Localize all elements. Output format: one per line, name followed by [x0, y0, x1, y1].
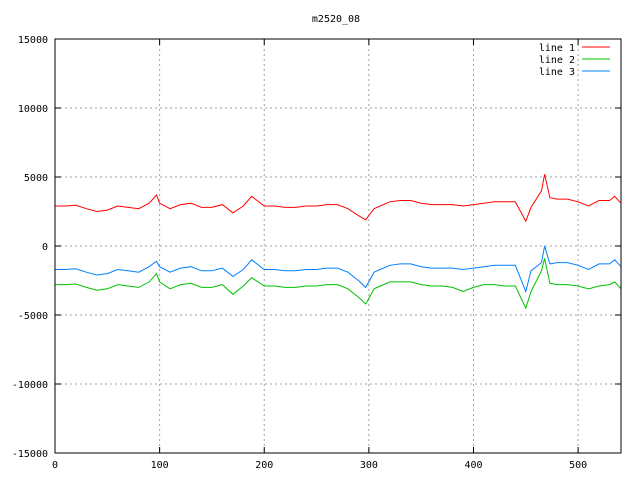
- y-tick-label: -15000: [12, 449, 48, 460]
- y-tick-label: 10000: [18, 104, 48, 115]
- series-line-2: [55, 258, 622, 310]
- grid: [55, 39, 621, 453]
- axis-ticks: -15000 -10000 -5000 0 5000 10000 15000 0 100 200 3…: [12, 35, 621, 471]
- series-lines: [55, 174, 622, 310]
- series-line-3: [55, 245, 622, 294]
- x-tick-label: 500: [569, 460, 587, 471]
- x-tick-label: 400: [464, 460, 482, 471]
- x-tick-label: 200: [255, 460, 273, 471]
- y-tick-label: 15000: [18, 35, 48, 46]
- legend-label: line 2: [539, 55, 575, 66]
- y-tick-label: -10000: [12, 380, 48, 391]
- legend-label: line 3: [539, 67, 575, 78]
- x-tick-label: 100: [151, 460, 169, 471]
- plot-border: [54, 38, 622, 454]
- y-tick-label: -5000: [18, 311, 48, 322]
- series-line-1: [55, 174, 622, 223]
- y-tick-label: 5000: [24, 173, 48, 184]
- chart-title: m2520_08: [312, 14, 360, 25]
- x-tick-label: 300: [360, 460, 378, 471]
- y-tick-label: 0: [42, 242, 48, 253]
- legend-label: line 1: [539, 43, 575, 54]
- x-tick-label: 0: [52, 460, 58, 471]
